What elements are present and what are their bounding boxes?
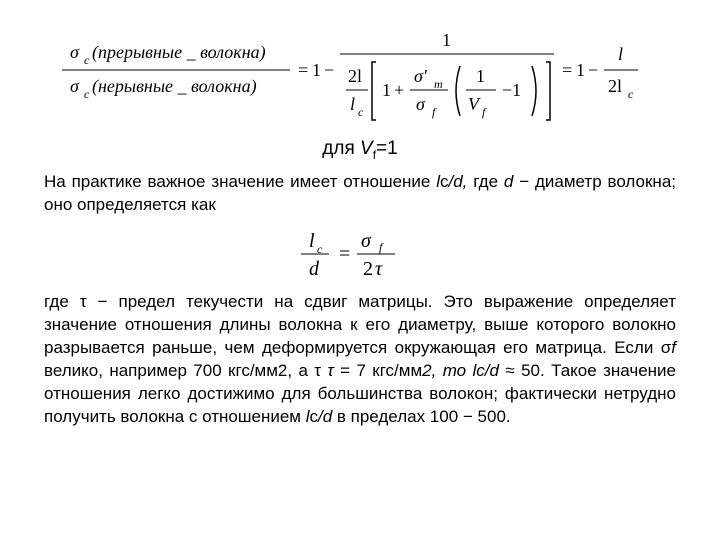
paragraph-1: На практике важное значение имеет отноше… [44, 171, 676, 217]
eq1-equals-2: = [562, 60, 572, 80]
eq2-tau: τ [375, 258, 383, 280]
eq1-left-bracket [372, 62, 376, 120]
eq1-right-den-c: c [628, 87, 634, 101]
cond-V: V [360, 138, 373, 159]
eq1-sigma-m-sub: m [434, 77, 443, 91]
eq1-sigma-f-sub: f [432, 105, 437, 119]
eq1-right-paren [532, 66, 536, 116]
eq1-mid-num: 1 [442, 30, 451, 50]
eq1-inner-V-sub: f [482, 105, 487, 119]
eq1-right-num: l [618, 44, 623, 64]
p1-slash-d: /d, [449, 172, 468, 191]
eq1-minus-2: − [588, 60, 598, 80]
cond-suffix: =1 [376, 138, 398, 159]
eq1-den-text: (нерывные _ волокна) [92, 76, 257, 97]
equation-2-svg: l c d = σ f 2 τ [295, 225, 425, 283]
eq1-den-sigma-sub: c [84, 87, 90, 101]
p2-e: в пределах 100 − 500. [332, 407, 510, 426]
page: σ c (прерывные _ волокна) σ c (нерывные … [0, 0, 720, 428]
p2-f: f [671, 338, 676, 357]
eq1-right-fraction: l 2l c [604, 44, 638, 101]
eq2-equals: = [339, 243, 350, 265]
eq1-bracket-one: 1 [382, 80, 391, 100]
eq2-f: f [379, 240, 384, 254]
eq1-minus-1: − [324, 60, 334, 80]
eq2-d: d [309, 258, 320, 280]
eq1-sigma-m-prime: σ′ [414, 66, 428, 86]
p2-c2: с [309, 407, 318, 426]
equation-2: l c d = σ f 2 τ [44, 225, 676, 283]
eq2-c: c [317, 242, 323, 256]
eq1-right-bracket [546, 62, 550, 120]
eq1-bracket-plus: + [394, 80, 404, 100]
eq1-inner-V: V [468, 94, 481, 114]
eq1-left-fraction: σ c (прерывные _ волокна) σ c (нерывные … [62, 42, 290, 101]
eq1-left-paren [456, 66, 460, 116]
eq1-mid-den-lc-sub: c [358, 105, 364, 119]
p1-a: На практике важное значение имеет отноше… [44, 172, 436, 191]
eq1-mid-den-2l: 2l [348, 66, 362, 86]
p1-b: где [467, 172, 504, 191]
eq1-num-sigma-sub: c [84, 53, 90, 67]
p1-d: d [504, 172, 513, 191]
p1-c: с [440, 172, 449, 191]
eq1-equals-1: = [298, 60, 308, 80]
eq1-den-sigma: σ [70, 76, 80, 96]
eq1-mid-den-lc: l [350, 94, 355, 114]
eq2-l: l [309, 230, 315, 252]
eq1-one-1: 1 [312, 60, 321, 80]
p2-c: = 7 кгс/мм [334, 361, 422, 380]
eq2-sigma: σ [361, 230, 372, 252]
eq2-two: 2 [363, 258, 373, 280]
p2-b: велико, например 700 кгс/мм2, а τ [44, 361, 327, 380]
cond-prefix: для [322, 138, 360, 159]
eq1-inner-one: 1 [476, 66, 485, 86]
p2-slash-d2: /d [318, 407, 332, 426]
eq1-one-2: 1 [576, 60, 585, 80]
equation-1-svg: σ c (прерывные _ волокна) σ c (нерывные … [62, 12, 658, 128]
eq1-num-text: (прерывные _ волокна) [92, 42, 266, 63]
center-condition: для Vf=1 [44, 136, 676, 163]
paragraph-2: где τ − предел текучести на сдвиг матриц… [44, 291, 676, 429]
eq1-mid-fraction: 1 2l l c 1 + σ′ m σ f [340, 30, 554, 120]
eq1-inner-minus-one: −1 [502, 80, 521, 100]
equation-1: σ c (прерывные _ волокна) σ c (нерывные … [44, 12, 676, 128]
p2-two: 2, то lc/d [422, 361, 499, 380]
eq1-right-den-2l: 2l [608, 76, 622, 96]
p2-a: где τ − предел текучести на сдвиг матриц… [44, 292, 676, 357]
eq1-sigma-f: σ [416, 94, 426, 114]
eq1-num-sigma: σ [70, 42, 80, 62]
